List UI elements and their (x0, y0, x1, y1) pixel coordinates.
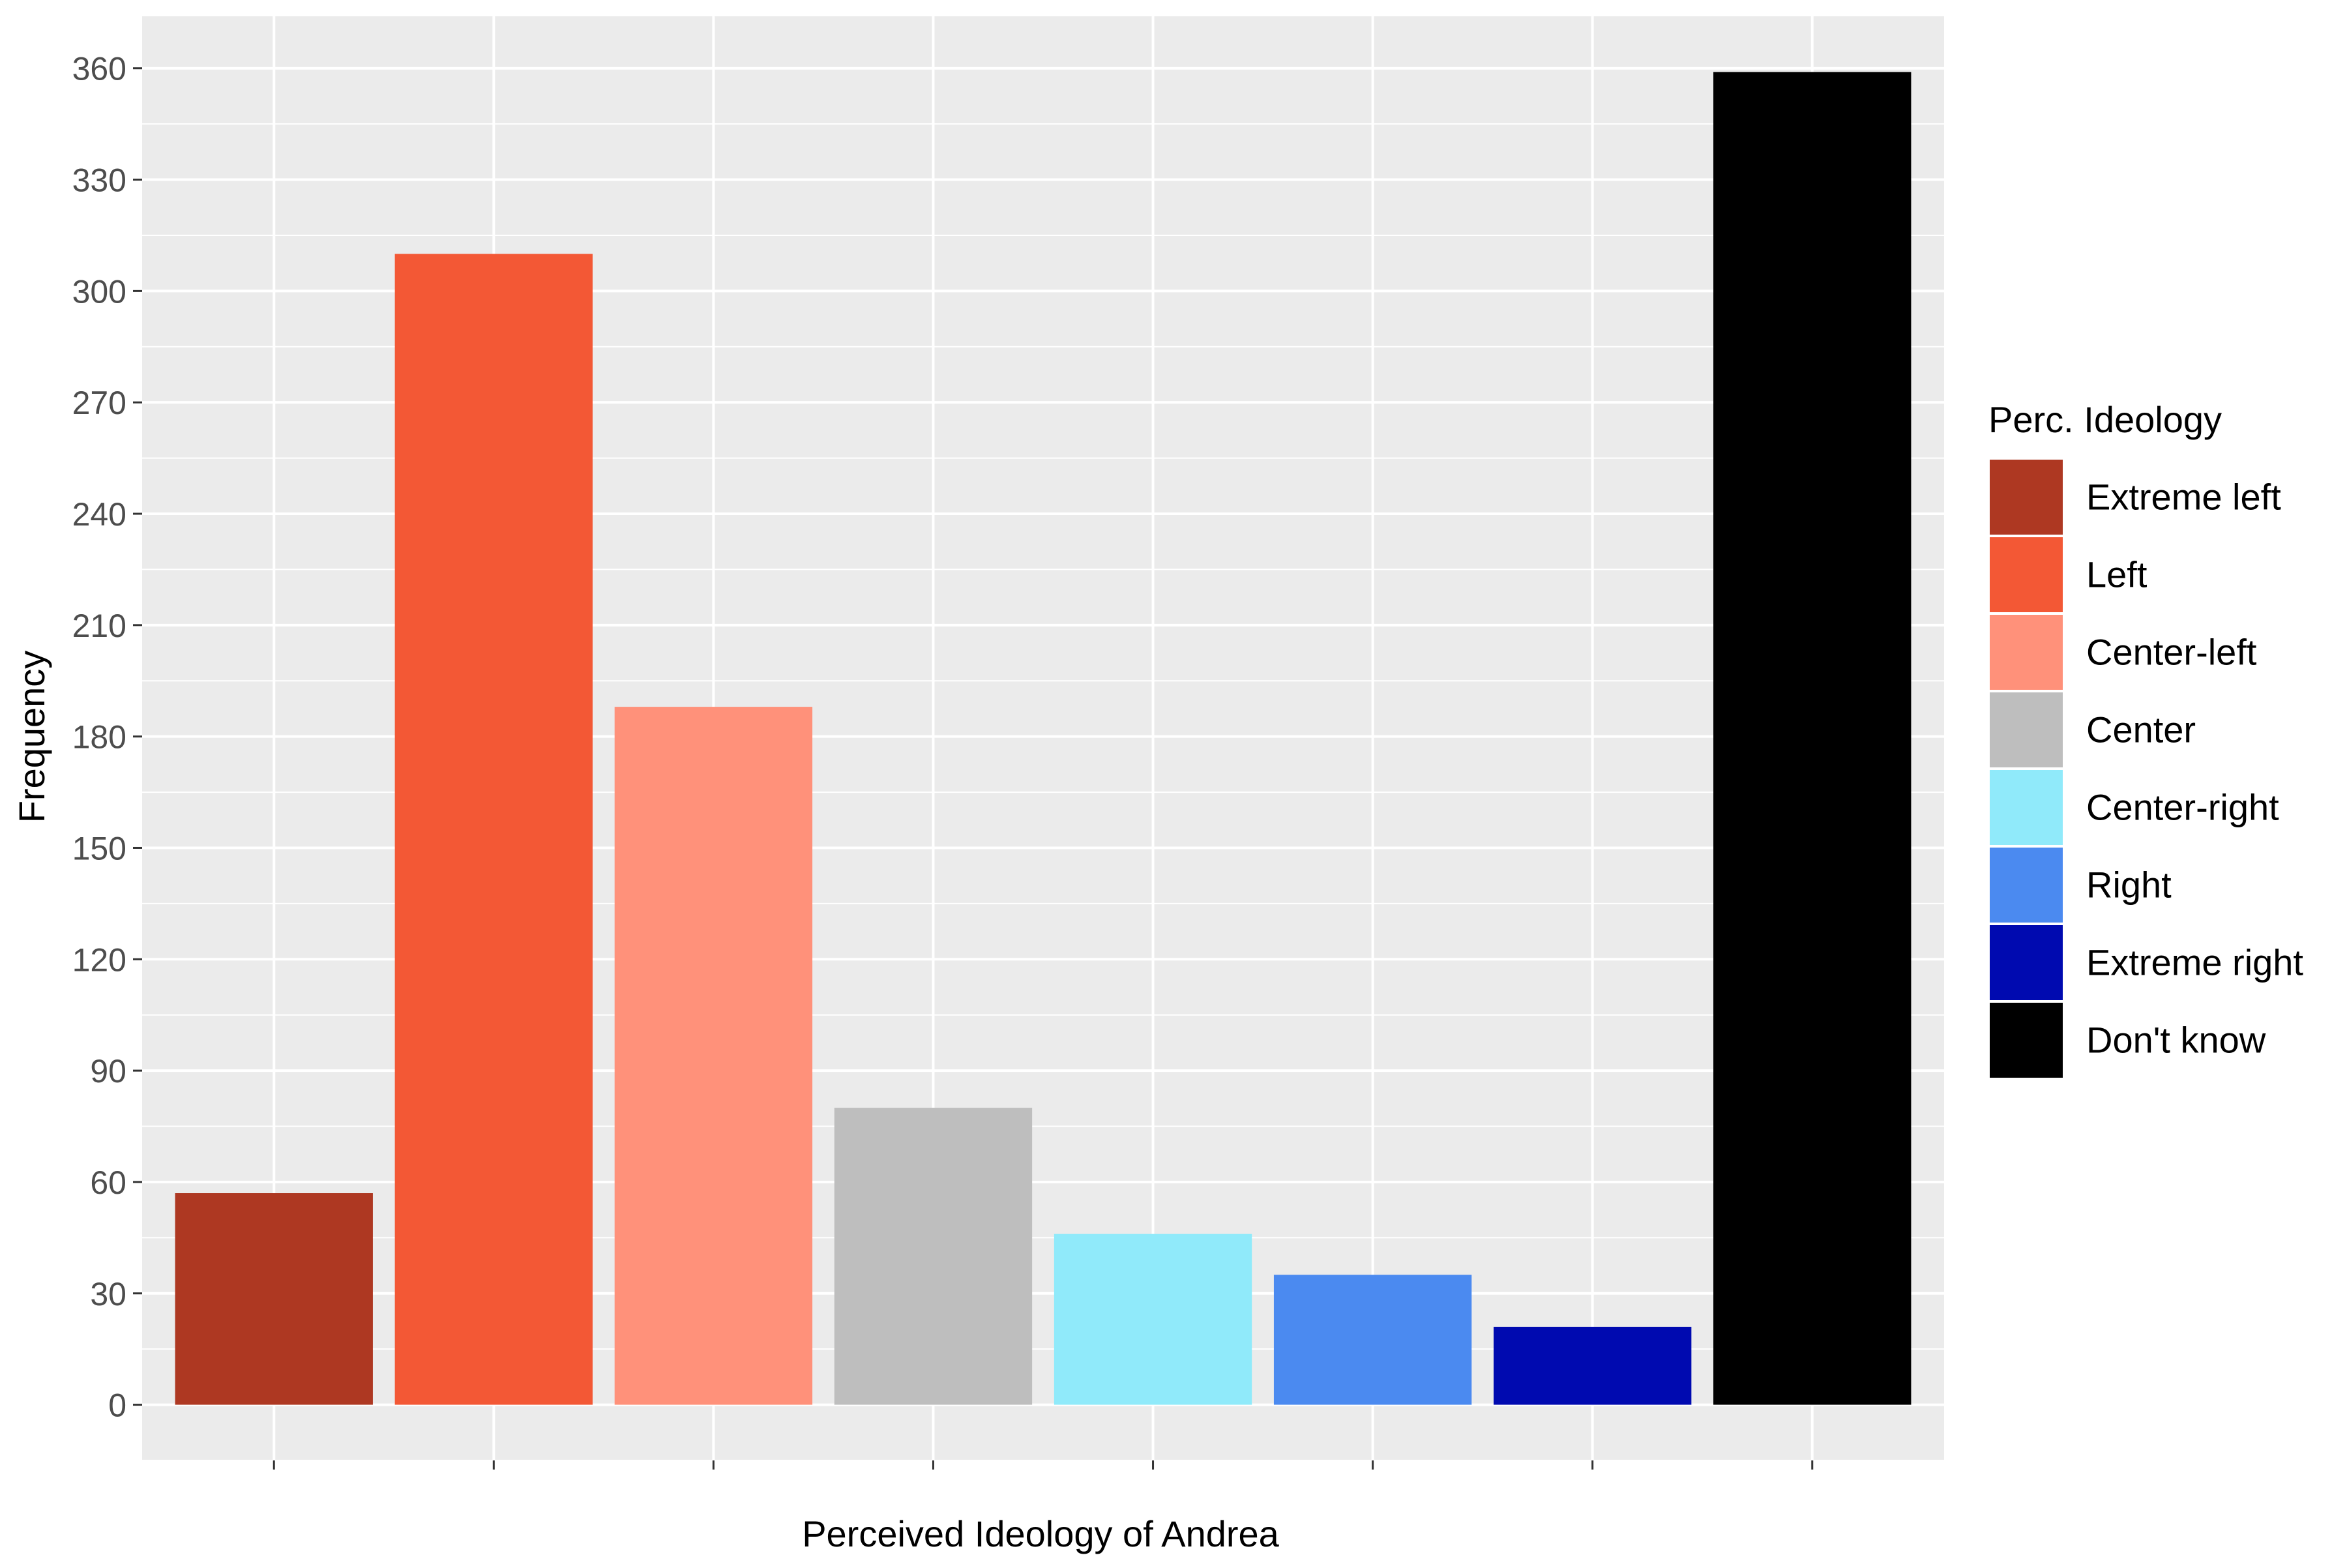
y-tick-label: 30 (90, 1276, 126, 1312)
y-tick-label: 150 (72, 830, 126, 866)
bar-center-right (1054, 1234, 1252, 1405)
legend-items: Extreme left Left Center-left Center Center-… (1987, 457, 2303, 1080)
legend-key-don-t-know (1987, 1000, 2065, 1080)
legend-key-extreme-right (1987, 923, 2065, 1003)
legend-key-center-right (1987, 767, 2065, 848)
bar-center-left (614, 707, 813, 1405)
y-tick-label: 360 (72, 51, 126, 87)
x-axis (273, 1460, 1814, 1470)
bar-extreme-right (1494, 1327, 1692, 1405)
bar-right (1273, 1275, 1472, 1405)
legend-label: Extreme right (2086, 942, 2303, 983)
legend-key-center-left (1987, 612, 2065, 692)
y-tick-label: 330 (72, 162, 126, 199)
legend-key-extreme-left (1987, 457, 2065, 537)
legend-key-right (1987, 845, 2065, 925)
legend-label: Center-right (2086, 787, 2279, 828)
y-tick-label: 0 (108, 1387, 126, 1424)
x-axis-title: Perceived Ideology of Andrea (802, 1513, 1279, 1554)
bars (175, 72, 1912, 1405)
y-tick-label: 120 (72, 941, 126, 978)
bar-left (394, 254, 593, 1405)
legend-key-center (1987, 690, 2065, 770)
legend-title: Perc. Ideology (1988, 399, 2222, 440)
y-tick-label: 180 (72, 719, 126, 756)
bar-extreme-left (175, 1193, 373, 1405)
legend-label: Center-left (2086, 632, 2257, 673)
y-axis: 0 30 60 90 120 150 180 210 240 270 300 330 360 (72, 51, 142, 1424)
bar-don-t-know (1713, 72, 1912, 1405)
legend-label: Center (2086, 709, 2196, 750)
y-tick-label: 240 (72, 496, 126, 533)
y-tick-label: 210 (72, 608, 126, 644)
legend-label: Extreme left (2086, 477, 2281, 518)
y-tick-label: 60 (90, 1164, 126, 1201)
bar-center (834, 1108, 1033, 1405)
y-tick-label: 300 (72, 273, 126, 310)
legend-key-left (1987, 535, 2065, 615)
y-tick-label: 90 (90, 1053, 126, 1089)
legend: Perc. Ideology Extreme left Left Center-le… (1987, 399, 2303, 1080)
legend-label: Don't know (2086, 1020, 2266, 1061)
y-tick-label: 270 (72, 385, 126, 421)
legend-label: Right (2086, 865, 2172, 906)
y-axis-title: Frequency (11, 651, 52, 823)
legend-label: Left (2086, 554, 2148, 595)
